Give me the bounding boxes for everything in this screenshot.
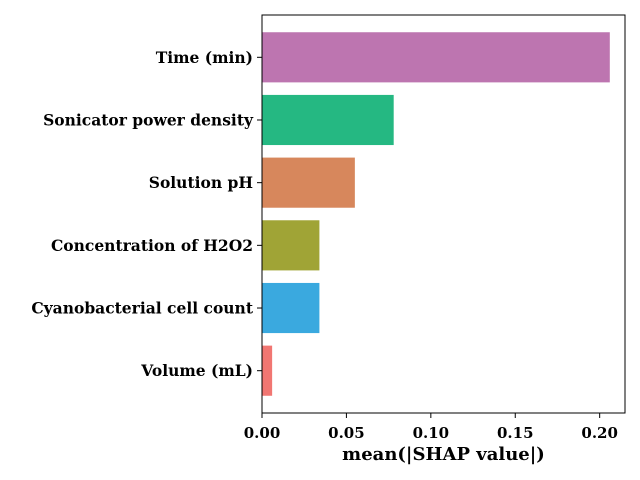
x-tick-label: 0.15 bbox=[497, 424, 534, 442]
category-label-sonicator-power-density: Sonicator power density bbox=[43, 110, 254, 129]
bars-group bbox=[262, 32, 610, 396]
x-tick-label: 0.05 bbox=[328, 424, 365, 442]
x-tick-label: 0.00 bbox=[244, 424, 281, 442]
category-label-time-min: Time (min) bbox=[156, 48, 253, 67]
category-label-cyanobacterial-cell-count: Cyanobacterial cell count bbox=[31, 299, 254, 318]
bar-sonicator-power-density bbox=[262, 94, 394, 146]
bar-volume-ml bbox=[262, 345, 273, 396]
bar-cyanobacterial-cell-count bbox=[262, 282, 320, 334]
category-label-volume-ml: Volume (mL) bbox=[140, 361, 253, 380]
x-tick-label: 0.10 bbox=[413, 424, 450, 442]
x-axis-title: mean(|SHAP value|) bbox=[342, 444, 545, 465]
category-labels: Time (min) Sonicator power density Solutio… bbox=[31, 48, 262, 380]
bar-time-min bbox=[262, 32, 610, 83]
x-tick-label: 0.20 bbox=[581, 424, 618, 442]
x-axis-ticks: 0.00 0.05 0.10 0.15 0.20 bbox=[244, 413, 618, 442]
category-label-concentration-of-h2o2: Concentration of H2O2 bbox=[51, 236, 253, 255]
category-label-solution-ph: Solution pH bbox=[149, 173, 253, 192]
bar-concentration-of-h2o2 bbox=[262, 220, 320, 271]
bar-solution-ph bbox=[262, 157, 355, 208]
plot-frame bbox=[261, 14, 626, 414]
